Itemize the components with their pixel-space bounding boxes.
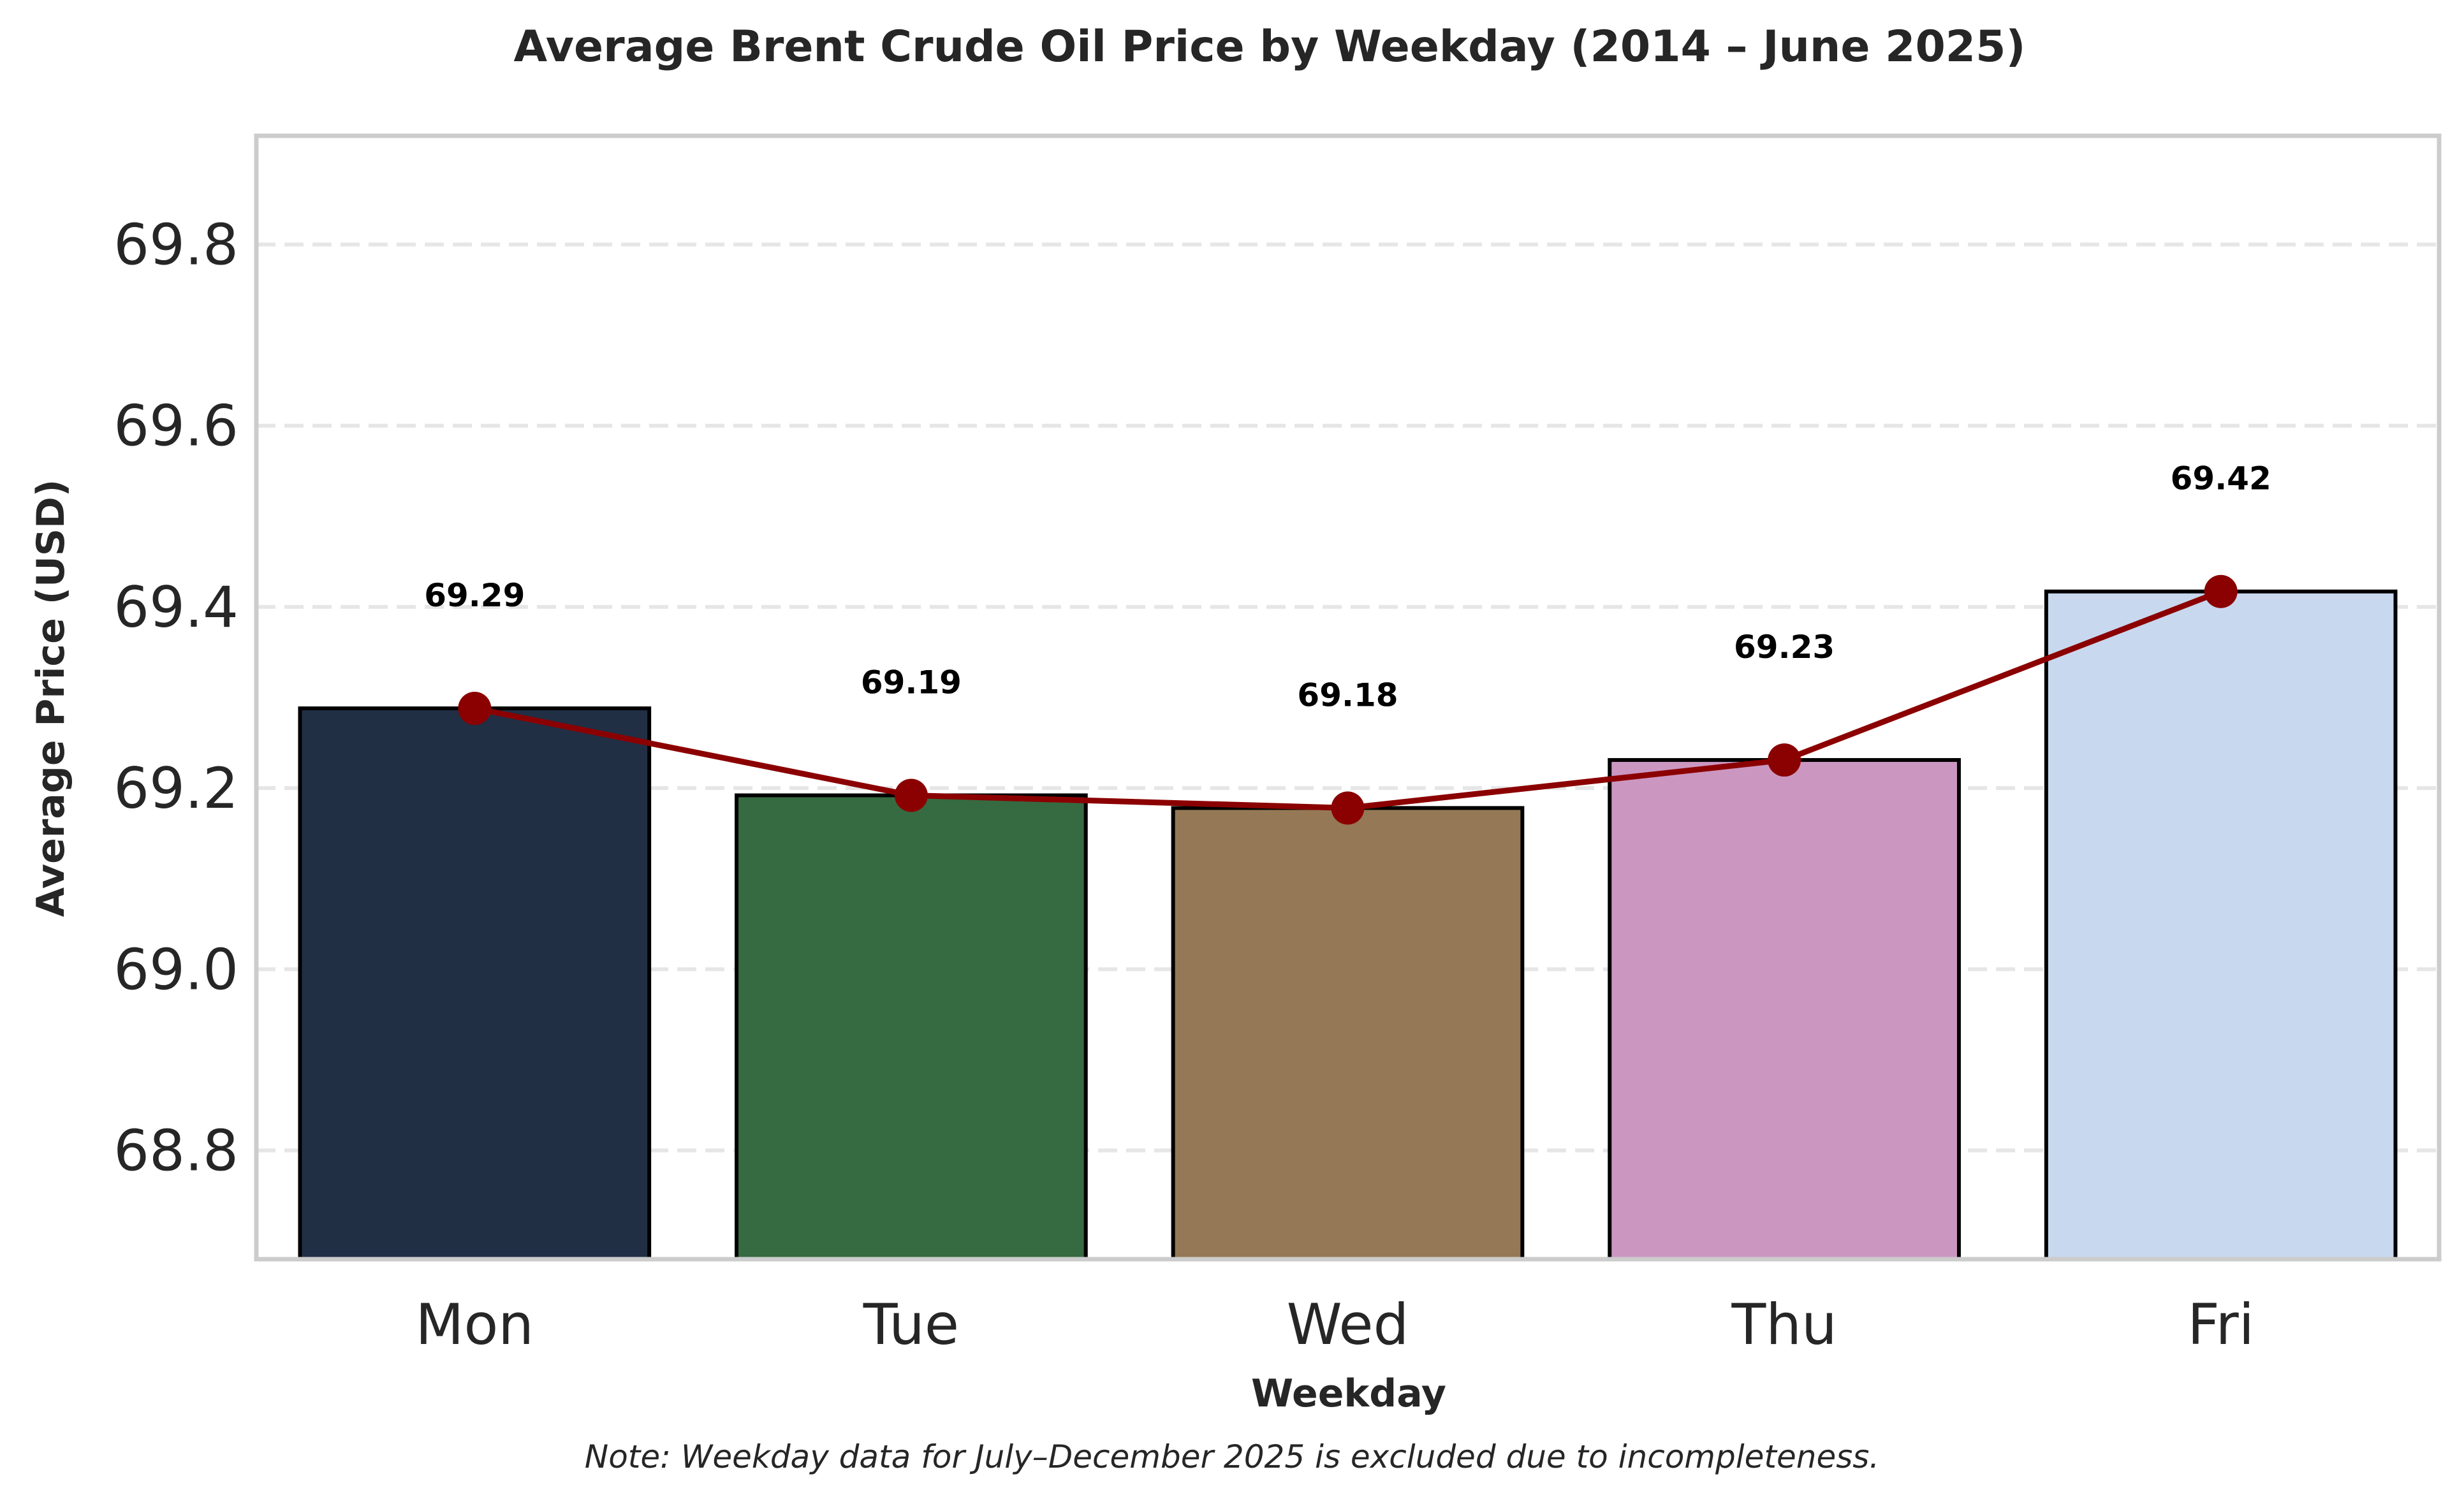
plot-frame	[254, 133, 2442, 1262]
x-tick-labels: Mon Tue Wed Thu Fri	[416, 1292, 2255, 1357]
data-labels: 69.29 69.19 69.18 69.23 69.42	[424, 460, 2271, 714]
bar-fri	[2044, 589, 2398, 1261]
chart-note: Note: Weekday data for July–December 202…	[585, 1438, 1879, 1475]
y-tick-label: 69.4	[114, 574, 238, 640]
point-wed	[1331, 791, 1365, 825]
point-thu	[1768, 743, 1801, 777]
point-mon	[458, 692, 492, 726]
bar-mon	[298, 706, 652, 1261]
x-tick-thu: Thu	[1731, 1292, 1837, 1357]
data-label-wed: 69.18	[1297, 676, 1398, 713]
chart-title: Average Brent Crude Oil Price by Weekday…	[514, 22, 2026, 72]
x-tick-wed: Wed	[1287, 1292, 1409, 1357]
y-axis-label: Average Price (USD)	[29, 479, 73, 917]
data-label-mon: 69.29	[424, 577, 525, 614]
y-tick-label: 69.2	[114, 756, 238, 821]
bar-thu	[1608, 758, 1961, 1261]
y-tick-label: 69.6	[114, 393, 238, 459]
x-tick-tue: Tue	[863, 1292, 959, 1357]
y-tick-labels: 68.8 69.0 69.2 69.4 69.6 69.8	[114, 212, 238, 1184]
y-tick-label: 69.8	[114, 212, 238, 278]
y-tick-label: 68.8	[114, 1118, 238, 1183]
bar-tue	[735, 793, 1088, 1261]
x-axis-label: Weekday	[1251, 1371, 1446, 1416]
data-label-fri: 69.42	[2171, 460, 2271, 497]
data-label-thu: 69.23	[1734, 629, 1835, 666]
line-overlay	[458, 574, 2238, 825]
bar-wed	[1171, 806, 1525, 1261]
y-tick-label: 69.0	[114, 937, 238, 1002]
x-tick-fri: Fri	[2187, 1292, 2254, 1357]
data-label-tue: 69.19	[861, 664, 962, 701]
point-tue	[894, 778, 928, 812]
point-fri	[2204, 574, 2238, 608]
x-tick-mon: Mon	[416, 1292, 534, 1357]
